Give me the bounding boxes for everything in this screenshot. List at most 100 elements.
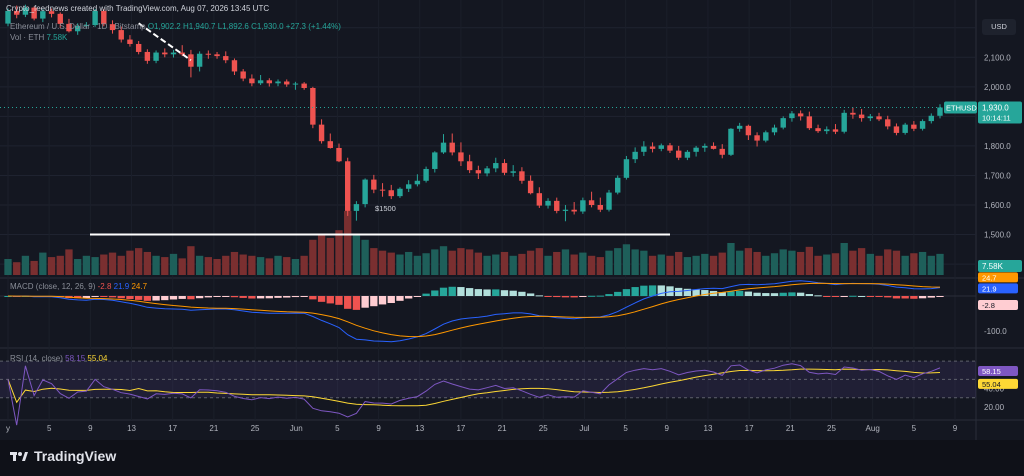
- candle-body: [388, 190, 394, 197]
- candle-body: [292, 83, 299, 85]
- volume-bar: [21, 255, 30, 275]
- candle-body: [815, 128, 821, 132]
- macd-histogram-bar: [587, 295, 596, 297]
- macd-histogram-bar: [265, 296, 273, 299]
- candle-body: [466, 161, 473, 171]
- candle-body: [345, 161, 351, 211]
- macd-histogram-bar: [152, 296, 160, 301]
- candle-body: [318, 124, 325, 142]
- volume-bar: [47, 257, 56, 275]
- candle-body: [876, 116, 882, 120]
- candle-body: [162, 52, 168, 55]
- candle-body: [789, 113, 795, 119]
- macd-histogram-bar: [230, 296, 239, 298]
- ohlc-open: O1,902.2: [147, 22, 181, 31]
- macd-histogram-bar: [936, 296, 944, 297]
- candle-body: [937, 107, 943, 116]
- candle-body: [693, 147, 699, 152]
- volume-bar: [474, 252, 483, 275]
- candle-body: [545, 200, 551, 206]
- volume-bar: [239, 254, 247, 275]
- volume-bar: [13, 262, 21, 275]
- candle-body: [719, 148, 725, 155]
- macd-histogram-bar: [614, 291, 622, 296]
- macd-histogram-bar: [509, 290, 517, 296]
- macd-histogram-bar: [474, 289, 483, 296]
- macd-value-badge: [978, 283, 1018, 294]
- macd-histogram-bar: [526, 293, 535, 296]
- date-tick-label: Aug: [866, 424, 880, 433]
- rsi-ma-value: 55.04: [87, 354, 108, 363]
- date-tick-label: 13: [415, 424, 424, 433]
- volume-bar: [265, 258, 273, 275]
- chart-background: [0, 0, 1024, 440]
- candle-body: [728, 128, 734, 155]
- macd-histogram-bar: [161, 296, 169, 301]
- macd-histogram-bar: [222, 296, 230, 297]
- volume-bar: [805, 246, 814, 275]
- candle-body: [83, 25, 90, 27]
- macd-label: MACD (close, 12, 26, 9): [10, 282, 96, 291]
- volume-bar: [901, 255, 909, 275]
- candle-body: [554, 200, 560, 211]
- candle-body: [353, 204, 360, 211]
- volume-bar: [884, 249, 892, 275]
- macd-histogram-bar: [274, 296, 282, 298]
- macd-histogram-bar: [640, 285, 648, 296]
- volume-bar: [370, 248, 378, 275]
- volume-bar: [535, 248, 543, 275]
- macd-histogram-bar: [553, 296, 561, 298]
- candle-body: [475, 170, 482, 174]
- macd-histogram-bar: [770, 293, 779, 296]
- rsi-tick-label: 40.00: [984, 385, 1005, 394]
- macd-histogram-bar: [195, 296, 204, 299]
- macd-histogram-bar: [910, 296, 918, 299]
- macd-histogram-bar: [396, 296, 404, 301]
- volume-bar: [152, 255, 160, 275]
- volume-bar: [744, 248, 753, 275]
- rsi-line: [7, 363, 941, 426]
- candle-body: [275, 81, 281, 84]
- volume-bar: [91, 257, 99, 275]
- volume-bar: [100, 254, 108, 275]
- volume-bar: [605, 250, 613, 275]
- candle-body: [40, 11, 46, 19]
- volume-bar: [596, 257, 604, 275]
- volume-bar: [570, 254, 578, 275]
- price-tick-label: 2,100.0: [984, 53, 1011, 62]
- macd-histogram-bar: [439, 287, 448, 296]
- candle-body: [675, 150, 682, 158]
- candle-body: [780, 118, 786, 128]
- volume-bar: [492, 254, 500, 275]
- volume-bar: [683, 257, 692, 275]
- volume-bar: [291, 259, 300, 275]
- macd-histogram-bar: [300, 296, 308, 297]
- symbol-line: Ethereum / U.S. Dollar · 1D · Bitstamp O…: [10, 22, 341, 31]
- candle-body: [135, 43, 142, 52]
- candle-body: [205, 53, 212, 55]
- macd-histogram-bar: [831, 296, 840, 297]
- candle-body: [109, 24, 116, 31]
- candle-body: [580, 200, 586, 212]
- currency-button[interactable]: USD: [982, 19, 1016, 35]
- candle-body: [667, 145, 673, 151]
- volume-bar: [675, 251, 683, 275]
- macd-signal-value: 24.7: [131, 282, 148, 291]
- candle-body: [249, 78, 255, 84]
- price-tick-label: 2,000.0: [984, 83, 1011, 92]
- date-tick-label: 5: [912, 424, 917, 433]
- rsi-legend: RSI (14, close) 58.15 55.04: [10, 354, 107, 363]
- candle-body: [858, 114, 865, 119]
- macd-histogram-bar: [448, 286, 456, 296]
- volume-bar: [457, 248, 465, 275]
- date-tick-label: 9: [665, 424, 670, 433]
- macd-histogram-bar: [762, 293, 770, 296]
- candle-body: [179, 52, 185, 55]
- macd-histogram-bar: [387, 296, 395, 304]
- volume-bar: [927, 255, 935, 275]
- volume-bar: [126, 250, 134, 275]
- volume-bar: [518, 253, 526, 275]
- volume-bar: [4, 259, 12, 275]
- volume-bar: [317, 235, 326, 275]
- candle-body: [423, 168, 429, 181]
